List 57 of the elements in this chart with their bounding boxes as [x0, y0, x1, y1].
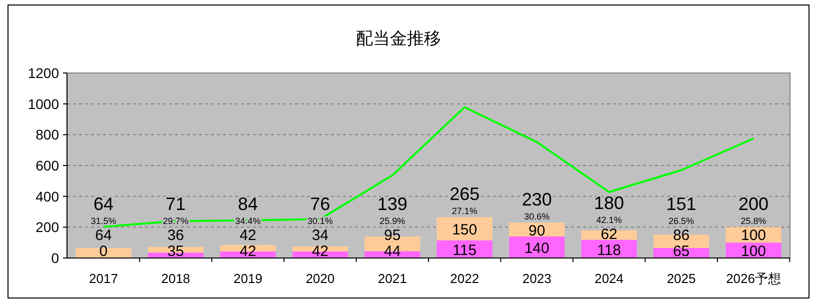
- total-label: 151: [666, 194, 696, 214]
- y-tick-label: 1200: [28, 65, 60, 81]
- data-label: 35: [167, 243, 184, 260]
- annotation: 30.6%: [524, 211, 550, 222]
- x-tick-label: 2026予想: [726, 271, 781, 286]
- annotation: 25.9%: [380, 216, 406, 226]
- data-label: 65: [672, 243, 690, 260]
- total-label: 180: [594, 192, 624, 213]
- data-label: 44: [384, 243, 401, 260]
- data-label: 64: [93, 194, 114, 214]
- y-tick-label: 0: [51, 250, 60, 266]
- x-tick-label: 2022: [450, 271, 480, 286]
- data-label: 140: [524, 240, 550, 258]
- data-label: 42: [240, 243, 256, 260]
- y-tick-label: 400: [36, 188, 60, 204]
- annotation: 25.8%: [740, 216, 766, 226]
- data-label: 42: [312, 243, 328, 260]
- y-tick-label: 1000: [28, 96, 60, 112]
- total-label: 265: [450, 184, 480, 204]
- y-tick-label: 600: [36, 158, 60, 174]
- data-label: 118: [597, 242, 622, 259]
- total-label: 71: [166, 194, 186, 214]
- total-label: 230: [522, 189, 552, 210]
- total-label: 139: [377, 194, 408, 214]
- x-tick-label: 2020: [306, 271, 335, 286]
- x-tick-label: 2019: [233, 271, 262, 286]
- total-label: 76: [310, 194, 330, 214]
- annotation: 42.1%: [596, 214, 622, 225]
- x-tick-label: 2024: [594, 271, 624, 286]
- chart-title: 配当金推移: [356, 29, 441, 48]
- x-tick-label: 2018: [161, 271, 190, 286]
- annotation: 30.1%: [307, 216, 333, 226]
- data-label: 115: [452, 242, 477, 260]
- annotation: 27.1%: [452, 206, 478, 216]
- x-tick-label: 2017: [89, 271, 118, 286]
- data-label: 86: [672, 227, 690, 244]
- total-label: 200: [738, 194, 769, 214]
- annotation: 26.5%: [668, 216, 694, 226]
- data-label: 62: [600, 226, 618, 243]
- y-tick-label: 800: [36, 126, 60, 143]
- data-label: 100: [741, 227, 766, 244]
- total-label: 84: [238, 194, 258, 214]
- data-label: 90: [528, 222, 546, 240]
- data-label: 150: [452, 222, 478, 239]
- x-tick-label: 2025: [666, 271, 696, 286]
- x-tick-label: 2021: [378, 271, 407, 286]
- bar: [436, 217, 492, 240]
- data-label: 100: [741, 243, 766, 260]
- x-tick-label: 2023: [522, 271, 552, 286]
- data-label: 42: [240, 227, 256, 244]
- data-label: 0: [99, 243, 108, 260]
- y-tick-label: 200: [36, 219, 60, 236]
- data-label: 95: [384, 227, 401, 244]
- total-label: 64: [95, 227, 112, 244]
- annotation: 31.5%: [90, 216, 116, 226]
- data-label: 36: [167, 227, 184, 244]
- data-label: 34: [312, 227, 328, 244]
